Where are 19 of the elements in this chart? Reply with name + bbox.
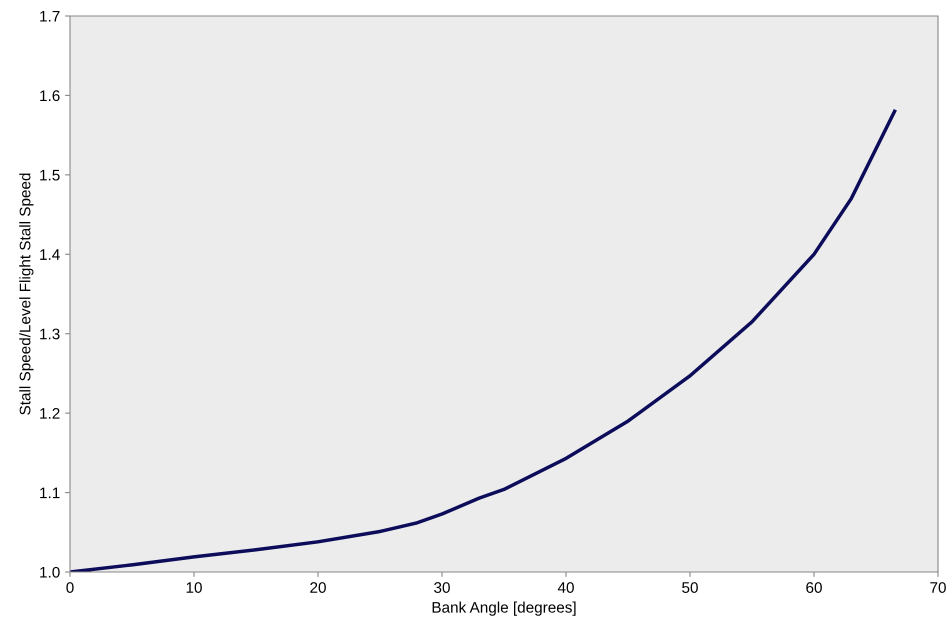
y-tick-label: 1.1 [40,488,60,498]
y-tick-label: 1.6 [40,90,60,102]
x-tick-label: 60 [806,582,822,593]
y-tick-label: 1.5 [40,170,60,181]
x-tick-label: 40 [558,582,574,593]
x-tick-label: 20 [310,582,326,593]
x-tick-label: 10 [186,582,202,593]
x-tick-label: 0 [66,582,74,593]
y-tick-label: 1.4 [40,249,60,260]
y-tick-label: 1.0 [40,566,60,578]
line-series [70,110,896,572]
y-axis-title: Stall Speed/Level Flight Stall Speed [19,174,34,415]
x-axis-title: Bank Angle [degrees] [432,602,576,616]
x-tick-label: 70 [930,582,946,593]
x-tick-label: 30 [434,582,450,593]
y-tick-label: 1.7 [40,11,60,22]
y-tick-label: 1.3 [40,328,60,340]
y-tick-label: 1.2 [40,408,60,419]
x-tick-label: 50 [682,582,698,593]
